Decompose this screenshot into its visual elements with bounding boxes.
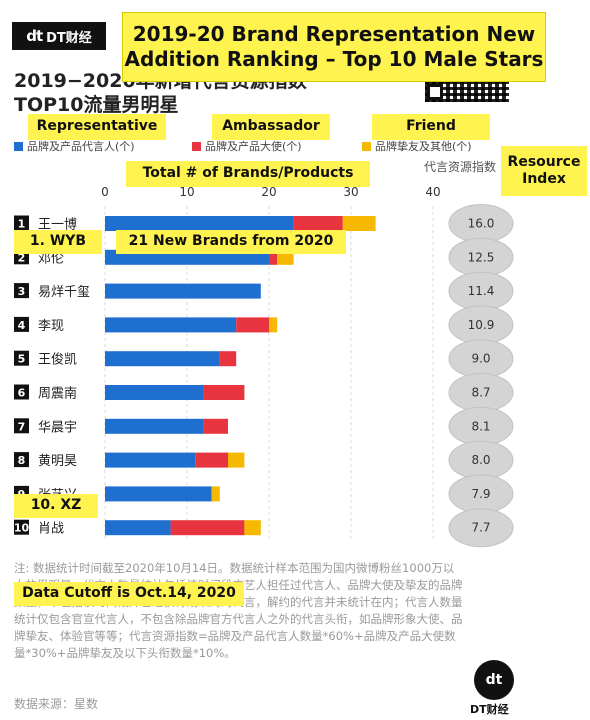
bar-segment-representative — [105, 385, 204, 400]
bar-segment-ambassador — [293, 216, 343, 231]
star-name-label: 王俊凯 — [38, 353, 77, 368]
star-name-label: 华晨宇 — [38, 420, 77, 435]
rank-number: 5 — [18, 353, 26, 366]
legend-swatch-red — [192, 141, 201, 151]
overlay-wyb: 1. WYB — [14, 230, 102, 254]
bar-segment-ambassador — [219, 351, 237, 367]
rank-badge — [14, 215, 29, 231]
legend-swatch-blue — [14, 141, 23, 151]
star-name-label: 肖战 — [38, 522, 64, 537]
rank-badge — [14, 283, 29, 299]
resource-index-header: 代言资源指数 — [424, 160, 497, 174]
bar-segment-friend — [269, 317, 278, 333]
rank-number: 4 — [18, 319, 26, 332]
bar-segment-representative — [105, 452, 196, 468]
legend-label: 品牌及产品大使(个) — [205, 140, 302, 153]
rank-number: 1 — [18, 218, 26, 231]
legend-friend: 品牌挚友及其他(个) — [362, 138, 472, 154]
footer-logo-caption: DT财经 — [470, 703, 509, 716]
resource-index-value: 8.7 — [471, 386, 490, 400]
rank-number: 6 — [18, 387, 26, 400]
star-name-label: 黄明昊 — [38, 454, 77, 469]
logo-mark: dt — [26, 27, 43, 45]
rank-badge — [14, 384, 29, 400]
star-name-label: 王一博 — [38, 218, 77, 233]
bar-segment-friend — [244, 520, 261, 536]
bar-segment-representative — [105, 486, 212, 502]
legend-swatch-yellow — [362, 141, 371, 151]
brand-logo: dt DT财经 — [12, 22, 106, 50]
rank-badge — [14, 418, 29, 434]
overlay-axis-label: Total # of Brands/Products — [126, 161, 370, 187]
star-name-label: 易烊千玺 — [38, 285, 90, 300]
bar-segment-ambassador — [195, 452, 228, 468]
resource-index-value: 8.0 — [471, 453, 490, 467]
rank-badge — [14, 316, 29, 332]
data-source: 数据来源：星数 — [14, 697, 99, 711]
x-tick-label: 0 — [101, 185, 109, 199]
overlay-resource-index: Resource Index — [501, 146, 587, 196]
star-name-label: 周震南 — [38, 386, 77, 402]
qr-corner-mark — [427, 84, 443, 100]
bar-segment-ambassador — [170, 520, 245, 536]
overlay-ambassador: Ambassador — [212, 114, 330, 140]
bar-segment-representative — [105, 351, 220, 367]
bar-chart: 0 10 20 30 40 1 王一博 16.0 2 邓伦 12.5 3 易烊千玺 11.4 4 李现 10.9… — [14, 185, 514, 548]
bar-segment-ambassador — [203, 418, 228, 434]
bar-segment-representative — [105, 418, 204, 434]
bar-segment-representative — [105, 520, 171, 536]
footnote: 注: 数据统计时间截至2020年10月14日。数据统计样本范围为国内微博粉丝10… — [14, 561, 463, 660]
legend-ambassador: 品牌及产品大使(个) — [192, 138, 302, 154]
rank-badge — [14, 452, 29, 468]
overlay-cutoff: Data Cutoff is Oct.14, 2020 — [14, 582, 244, 606]
footer-logo-mark: dt — [474, 660, 514, 700]
overlay-new-brands: 21 New Brands from 2020 — [116, 230, 346, 254]
resource-index-bubble — [448, 508, 514, 548]
resource-index-value: 10.9 — [468, 318, 495, 332]
x-tick-label: 20 — [261, 185, 276, 199]
rank-badge — [14, 519, 29, 535]
rank-number: 2 — [18, 251, 26, 264]
bar-segment-representative — [105, 283, 261, 299]
overlay-xz: 10. XZ — [14, 494, 98, 518]
resource-index-value: 8.1 — [471, 419, 490, 433]
bar-segment-friend — [342, 216, 376, 231]
star-name-label: 李现 — [38, 319, 64, 334]
legend-representative: 品牌及产品代言人(个) — [14, 138, 135, 154]
bar-segment-ambassador — [236, 317, 269, 333]
x-tick-label: 40 — [425, 185, 440, 199]
resource-index-value: 7.9 — [471, 487, 490, 501]
bar-segment-friend — [211, 486, 220, 502]
bar-segment-friend — [228, 452, 245, 468]
legend-label: 品牌挚友及其他(个) — [375, 140, 472, 153]
legend-label: 品牌及产品代言人(个) — [27, 140, 135, 153]
rank-number: 7 — [18, 420, 26, 433]
overlay-representative: Representative — [28, 114, 166, 140]
resource-index-value: 9.0 — [471, 352, 490, 366]
bar-segment-ambassador — [203, 385, 245, 400]
rank-badge — [14, 350, 29, 366]
x-tick-label: 10 — [179, 185, 194, 199]
resource-index-value: 16.0 — [468, 217, 495, 231]
chart-title-line2: TOP10流量男明星 — [14, 94, 179, 116]
resource-index-value: 12.5 — [468, 250, 495, 264]
rank-number: 10 — [14, 522, 30, 535]
bar-segment-representative — [105, 216, 294, 231]
bar-segment-ambassador — [269, 249, 278, 265]
x-tick-label: 30 — [343, 185, 358, 199]
resource-index-value: 7.7 — [471, 521, 490, 535]
star-name-label: 邓伦 — [38, 251, 64, 266]
rank-number: 8 — [18, 454, 26, 467]
overlay-title: 2019-20 Brand Representation New Additio… — [122, 12, 546, 82]
logo-text: DT财经 — [46, 30, 92, 46]
overlay-friend: Friend — [372, 114, 490, 140]
rank-number: 3 — [18, 285, 26, 298]
resource-index-value: 11.4 — [468, 284, 495, 298]
bar-segment-representative — [105, 317, 237, 333]
